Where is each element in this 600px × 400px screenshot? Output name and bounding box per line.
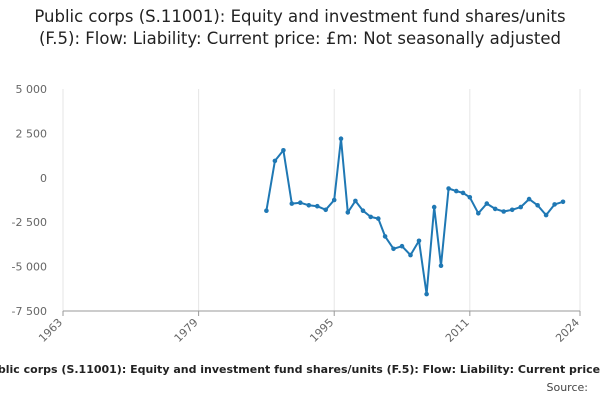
x-tick-label: 1963	[36, 316, 65, 345]
y-tick-label: 2 500	[16, 127, 48, 140]
data-point	[399, 243, 405, 249]
data-point	[264, 208, 269, 213]
data-point	[460, 190, 466, 196]
data-point	[315, 203, 320, 209]
data-point	[526, 196, 532, 202]
data-point	[298, 200, 303, 205]
y-tick-label: -2 500	[12, 216, 47, 229]
data-point	[408, 252, 413, 258]
x-tick-labels: 1963 1979 1995 2011 2024	[36, 316, 582, 345]
data-point	[360, 208, 366, 213]
data-point	[353, 198, 358, 204]
x-tick-label: 2024	[553, 316, 582, 345]
data-point	[368, 214, 374, 220]
x-tick-label: 1979	[172, 316, 201, 345]
data-point	[382, 234, 388, 239]
data-point	[535, 203, 540, 208]
data-point	[467, 195, 473, 200]
x-tick-label: 1995	[307, 316, 336, 345]
data-point	[518, 204, 523, 210]
data-point	[416, 238, 422, 244]
y-tick-label: 0	[40, 172, 47, 185]
data-point	[281, 148, 286, 153]
data-point	[338, 136, 344, 141]
data-point	[424, 291, 429, 297]
data-points	[264, 136, 566, 297]
data-point	[446, 186, 451, 191]
data-point	[306, 203, 312, 208]
series-line-layer	[265, 137, 564, 296]
y-tick-labels: 5 000 2 500 0 -2 500 -5 000 -7 500	[12, 83, 47, 318]
data-point	[560, 199, 566, 205]
y-tick-label: -7 500	[12, 305, 47, 318]
data-point	[345, 210, 351, 215]
data-point	[476, 211, 481, 216]
data-point	[509, 207, 515, 213]
data-point	[431, 204, 437, 210]
data-point	[438, 263, 444, 269]
data-point	[501, 209, 507, 214]
data-point	[376, 216, 381, 221]
y-tick-label: 5 000	[16, 83, 48, 96]
data-point	[454, 188, 459, 194]
data-point	[492, 206, 498, 212]
chart-title: Public corps (S.11001): Equity and inves…	[34, 7, 566, 48]
axes	[62, 310, 581, 316]
data-point	[331, 197, 337, 203]
x-tick-label: 2011	[443, 316, 472, 345]
series-label: Public corps (S.11001): Equity and inves…	[0, 363, 600, 376]
data-point	[289, 201, 295, 206]
source-label: Source:	[546, 381, 589, 394]
data-point	[272, 158, 278, 164]
series-line	[265, 137, 564, 296]
y-tick-label: -5 000	[12, 261, 47, 274]
data-point	[543, 212, 549, 218]
data-point	[552, 202, 557, 207]
grid-lines	[62, 89, 581, 311]
data-point	[484, 201, 490, 206]
data-point	[391, 246, 396, 252]
data-point	[323, 207, 329, 213]
